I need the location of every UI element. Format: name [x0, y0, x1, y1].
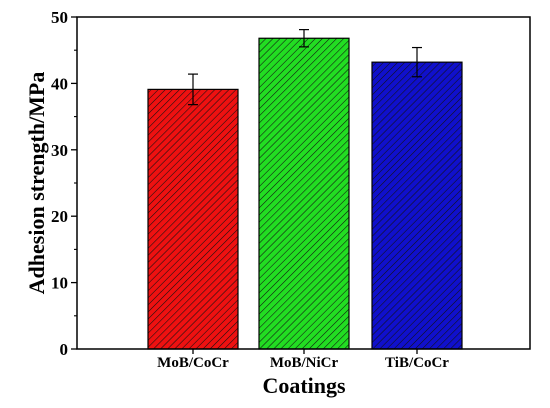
- x-axis-title: Coatings: [262, 373, 346, 398]
- error-bars-layer: [188, 29, 422, 106]
- y-tick-label: 40: [51, 74, 68, 93]
- bar-tib-cocr: [371, 61, 463, 350]
- error-bar: [188, 73, 198, 106]
- x-tick-label: TiB/CoCr: [385, 355, 449, 371]
- bars-layer: [147, 37, 463, 350]
- axis-layer: MoB/CoCr MoB/NiCr TiB/CoCr 0 10 20 30 40 50: [51, 8, 531, 371]
- bar-mob-cocr: [147, 88, 239, 350]
- y-tick-label: 20: [51, 207, 68, 226]
- y-tick-label: 10: [51, 274, 68, 293]
- y-tick-label: 30: [51, 141, 68, 160]
- y-tick-label: 0: [60, 340, 69, 359]
- x-tick-label: MoB/CoCr: [157, 355, 229, 371]
- y-tick-label: 50: [51, 8, 68, 27]
- y-axis-title: Adhesion strength/MPa: [24, 72, 49, 295]
- error-bar: [299, 29, 309, 48]
- error-bar: [412, 46, 422, 78]
- x-tick-label: MoB/NiCr: [270, 355, 339, 371]
- bar-mob-nicr: [258, 37, 350, 350]
